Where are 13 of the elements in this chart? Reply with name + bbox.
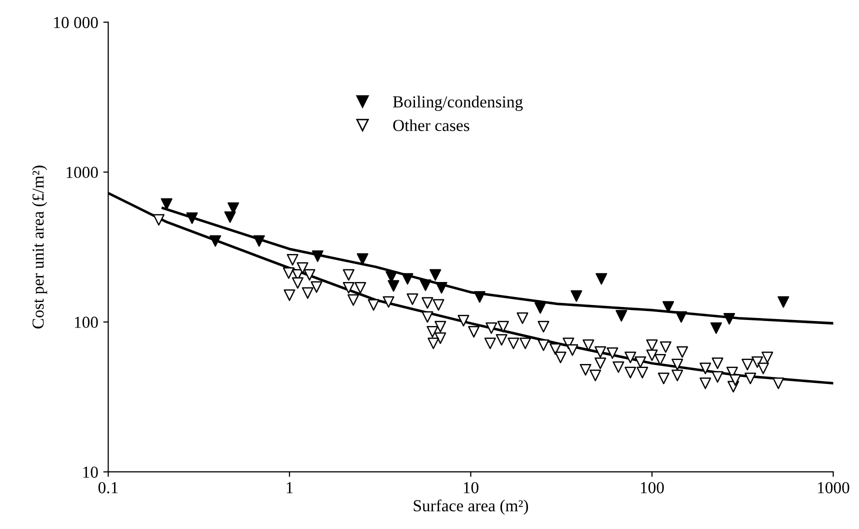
y-tick-label: 100 xyxy=(74,316,98,328)
y-axis-title: Cost per unit area (£/m²) xyxy=(32,166,48,328)
x-tick-label: 0.1 xyxy=(98,482,118,494)
y-tick-label: 10 000 xyxy=(54,16,98,28)
x-axis-title: Surface area (m²) xyxy=(414,499,528,515)
x-tick-label: 1000 xyxy=(818,482,850,494)
x-tick-label: 1 xyxy=(286,482,293,494)
x-tick-label: 100 xyxy=(640,482,664,494)
y-tick-label: 10 xyxy=(83,466,98,478)
y-tick-label: 1000 xyxy=(66,166,98,178)
legend-label: Other cases xyxy=(393,119,470,132)
legend-label: Boiling/condensing xyxy=(393,96,523,111)
x-tick-label: 10 xyxy=(464,482,478,494)
